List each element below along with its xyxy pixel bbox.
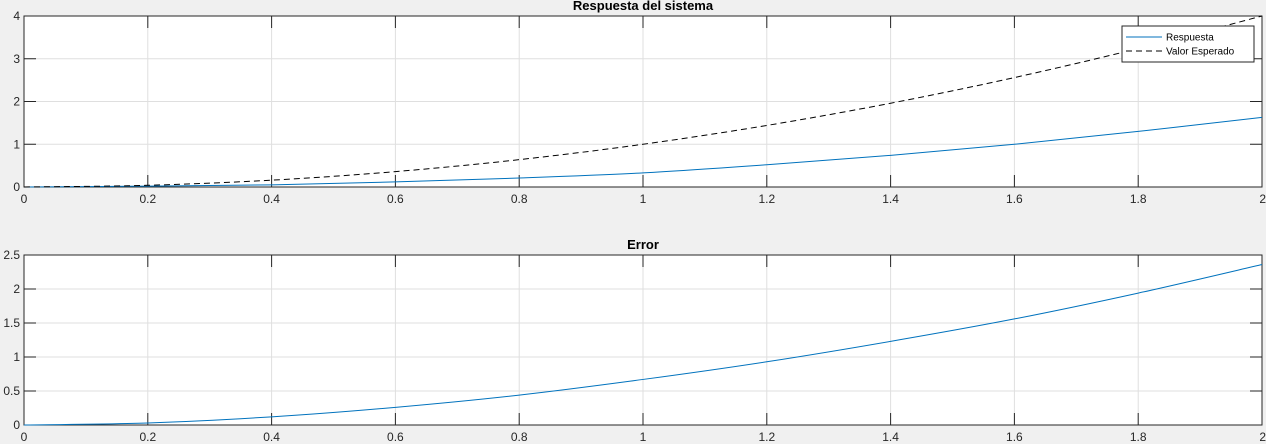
x-tick-label: 1.6 — [1006, 192, 1023, 206]
x-tick-label: 0 — [21, 430, 28, 444]
axes-1: 0 0.2 0.4 0.6 0.8 1 1.2 1.4 1.6 1.8 2 0 1 2 3 4 Respuest… — [13, 0, 1266, 206]
x-tick-label: 2 — [1259, 430, 1266, 444]
series-line-error — [23, 264, 1263, 426]
y-tick-label: 0 — [13, 418, 20, 432]
legend-label: Valor Esperado — [1166, 47, 1235, 58]
x-tick-label: 1.8 — [1130, 430, 1147, 444]
x-tick-label: 1.2 — [758, 192, 775, 206]
x-tick-label: 1 — [640, 430, 647, 444]
y-tick-label: 1.5 — [3, 316, 20, 330]
x-tick-label: 1.2 — [758, 430, 775, 444]
series-line-valor-esperado — [23, 15, 1263, 188]
y-tick-label: 2 — [13, 282, 20, 296]
legend-box — [1121, 25, 1255, 63]
x-tick-label: 1.4 — [882, 192, 899, 206]
x-tick-label: 1.8 — [1130, 192, 1147, 206]
x-tick-label: 0.2 — [139, 192, 156, 206]
y-tick-label: 1 — [13, 137, 20, 151]
x-tick-label: 0.6 — [387, 192, 404, 206]
y-tick-label: 3 — [13, 52, 20, 66]
chart-title: Error — [627, 237, 659, 252]
legend: Respuesta Valor Esperado — [1121, 25, 1255, 63]
x-tick-label: 0.8 — [511, 192, 528, 206]
legend-label: Respuesta — [1166, 33, 1214, 44]
x-tick-label: 0.4 — [263, 192, 280, 206]
y-tick-label: 2.5 — [3, 248, 20, 262]
x-tick-label: 0.6 — [387, 430, 404, 444]
x-tick-label: 0.8 — [511, 430, 528, 444]
y-tick-label: 1 — [13, 350, 20, 364]
x-tick-label: 0 — [21, 192, 28, 206]
chart-title: Respuesta del sistema — [573, 0, 714, 13]
y-tick-label: 4 — [13, 9, 20, 23]
x-tick-label: 0.4 — [263, 430, 280, 444]
y-tick-label: 2 — [13, 95, 20, 109]
x-tick-label: 1 — [640, 192, 647, 206]
series-line-respuesta — [23, 116, 1263, 188]
x-tick-label: 1.6 — [1006, 430, 1023, 444]
y-tick-label: 0.5 — [3, 384, 20, 398]
x-tick-label: 0.2 — [139, 430, 156, 444]
x-tick-label: 2 — [1259, 192, 1266, 206]
x-tick-label: 1.4 — [882, 430, 899, 444]
y-tick-label: 0 — [13, 180, 20, 194]
axes-2: 0 0.2 0.4 0.6 0.8 1 1.2 1.4 1.6 1.8 2 0 0.5 1 1.5 2 2.5 E… — [3, 237, 1266, 444]
